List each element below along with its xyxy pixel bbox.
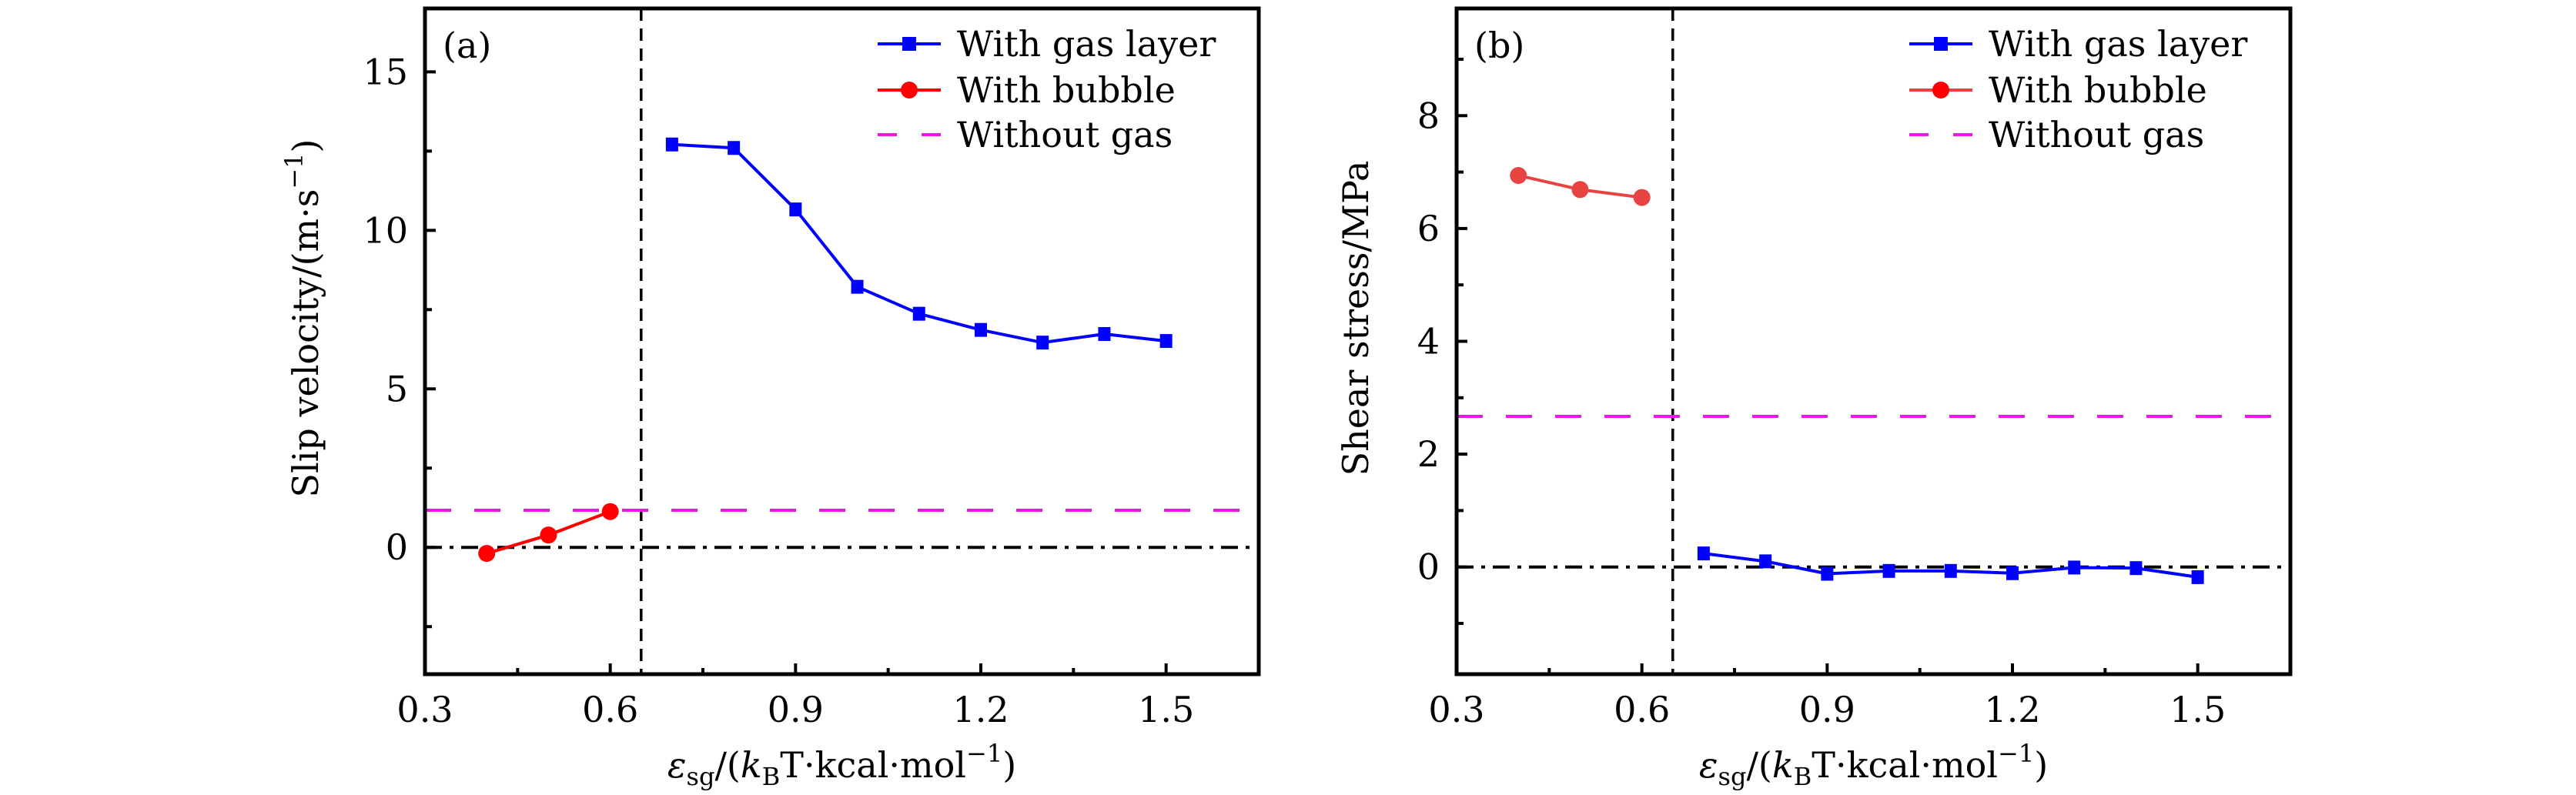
y-tick-label: 5 (386, 368, 408, 409)
y-label-main: Shear stress/MPa (1335, 161, 1377, 476)
x-label-units: T·kcal·mol (780, 744, 966, 786)
y-tick-label: 6 (1417, 208, 1440, 249)
gas-layer-point (851, 279, 864, 294)
bubble-point (1633, 189, 1651, 206)
y-tick-label: 15 (363, 51, 408, 92)
legend-item: With bubble (1909, 69, 2207, 111)
gas-layer-point (975, 322, 987, 337)
y-axis-label: Shear stress/MPa (1335, 161, 1377, 476)
x-label-epsilon: ε (1699, 744, 1718, 786)
gas-layer-point (2129, 561, 2143, 576)
legend-label: With bubble (1989, 69, 2207, 111)
x-tick-label: 0.3 (396, 689, 453, 730)
gas-layer-point (2006, 566, 2019, 580)
gas-layer-point (2191, 570, 2204, 584)
y-tick-label: 10 (363, 209, 408, 251)
gas-layer-point (912, 306, 925, 321)
gas-layer-point (1882, 563, 1895, 578)
x-tick-label: 0.9 (768, 689, 824, 730)
x-tick-label: 0.6 (1614, 689, 1670, 730)
panel-a: 0.3 0.6 0.9 1.2 1.5 0 5 10 15 (a) εsg/(kBT·kcal·mo… (279, 6, 1261, 791)
legend-circle-marker-icon (1932, 82, 1949, 99)
bubble-point (1571, 181, 1589, 199)
plot-area (1457, 8, 2290, 674)
y-label-main: Slip velocity/(m·s (285, 189, 326, 498)
x-label-close: ) (2034, 744, 2048, 786)
x-label-k: k (1772, 744, 1794, 786)
legend-item: Without gas (1909, 114, 2204, 155)
y-tick-label: 0 (1417, 546, 1440, 588)
legend-label: Without gas (957, 114, 1173, 155)
legend-circle-marker-icon (901, 82, 918, 99)
panel-b: 0.3 0.6 0.9 1.2 1.5 0 2 4 6 8 (b) εsg/(kBT·kcal·mol… (1335, 6, 2293, 791)
gas-layer-point (728, 141, 741, 155)
gas-layer-point (1098, 327, 1111, 342)
legend-label: With gas layer (957, 23, 1216, 65)
y-tick-label: 4 (1417, 321, 1440, 362)
plot-area (425, 8, 1259, 674)
legend-item: Without gas (878, 114, 1173, 155)
panel-label: (a) (443, 25, 491, 66)
y-label-superscript: −1 (279, 152, 309, 189)
bubble-point (478, 545, 496, 563)
legend-item: With gas layer (1909, 23, 2247, 65)
bubble-point (540, 526, 557, 544)
y-tick-label: 8 (1417, 95, 1440, 136)
x-label-k: k (741, 744, 762, 786)
x-label-k-subscript: B (1794, 762, 1812, 791)
x-tick-label: 0.9 (1799, 689, 1855, 730)
gas-layer-point (1036, 336, 1049, 350)
bubble-point (601, 503, 619, 520)
x-tick-label: 1.2 (1984, 689, 2040, 730)
y-axis-label: Slip velocity/(m·s−1) (279, 139, 326, 498)
x-tick-label: 1.2 (952, 689, 1009, 730)
x-label-superscript: −1 (1998, 739, 2034, 768)
legend-label: Without gas (1989, 114, 2204, 155)
y-tick-label: 2 (1417, 433, 1440, 475)
x-label-epsilon: ε (667, 744, 687, 786)
x-tick-label: 0.6 (582, 689, 638, 730)
legend-item: With bubble (878, 69, 1176, 111)
legend-square-marker-icon (902, 37, 916, 51)
gas-layer-point (1697, 546, 1710, 561)
x-tick-label: 0.3 (1428, 689, 1484, 730)
gas-layer-point (789, 202, 802, 217)
legend-square-marker-icon (1934, 37, 1948, 51)
legend-item: With gas layer (878, 23, 1216, 65)
legend-label: With gas layer (1989, 23, 2247, 65)
gas-layer-point (1821, 566, 1834, 581)
x-label-superscript: −1 (966, 739, 1002, 768)
x-axis-label: εsg/(kBT·kcal·mol−1) (1699, 739, 2048, 791)
x-label-open: /( (714, 744, 740, 786)
x-tick-label: 1.5 (1138, 689, 1194, 730)
gas-layer-point (1944, 563, 1957, 578)
gas-layer-point (2068, 560, 2081, 575)
x-axis-label: εsg/(kBT·kcal·mol−1) (667, 739, 1016, 791)
x-label-open: /( (1746, 744, 1771, 786)
gas-layer-point (665, 137, 678, 152)
y-tick-label: 0 (386, 526, 408, 568)
y-label-close: ) (285, 139, 326, 153)
gas-layer-point (1159, 334, 1173, 349)
x-label-close: ) (1002, 744, 1016, 786)
x-label-subscript: sg (687, 762, 715, 791)
bubble-point (1510, 166, 1527, 184)
x-tick-label: 1.5 (2170, 689, 2226, 730)
panel-label: (b) (1474, 25, 1524, 66)
gas-layer-point (1759, 554, 1772, 569)
legend-label: With bubble (957, 69, 1176, 111)
x-label-units: T·kcal·mol (1812, 744, 1998, 786)
axes-frame (423, 6, 1261, 676)
x-label-k-subscript: B (762, 762, 781, 791)
x-label-subscript: sg (1718, 762, 1747, 791)
